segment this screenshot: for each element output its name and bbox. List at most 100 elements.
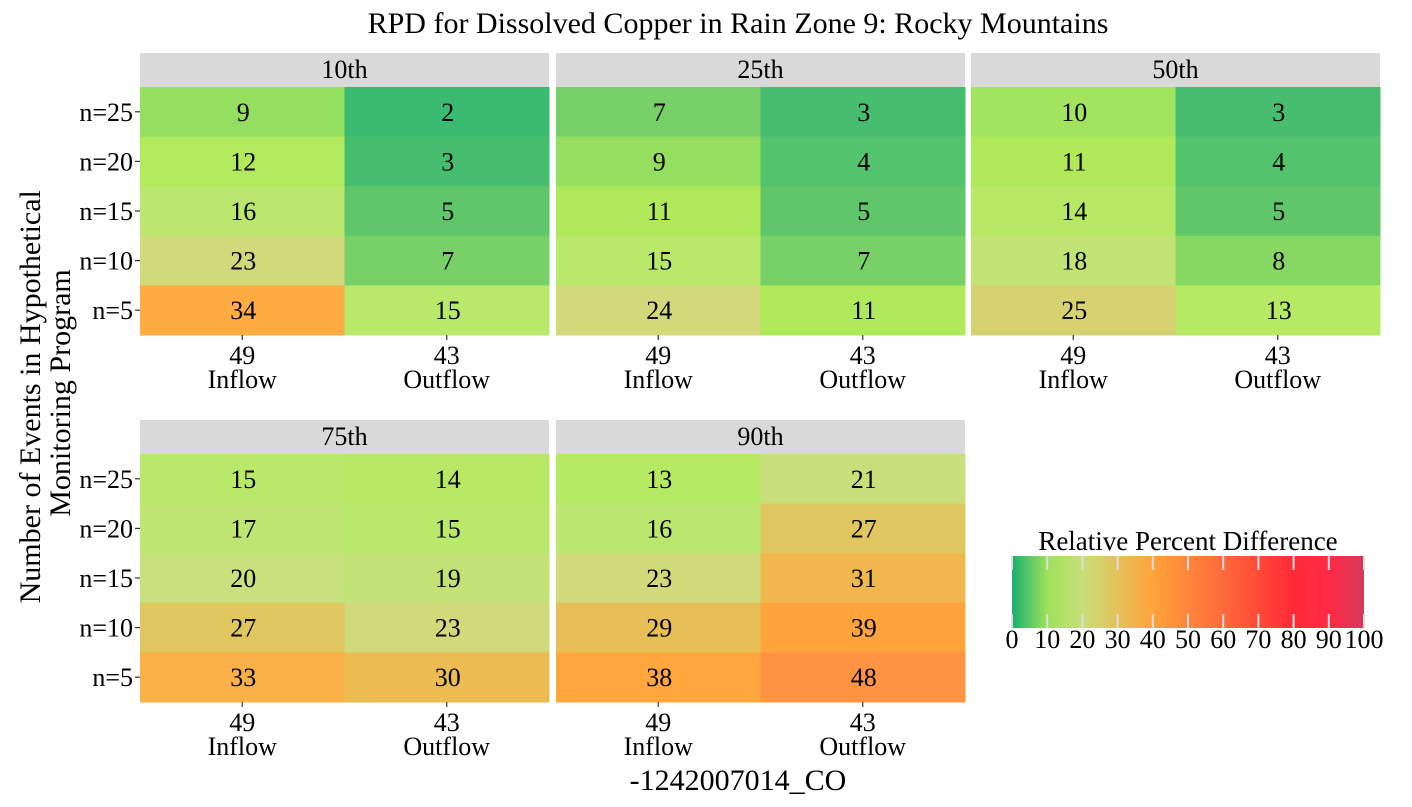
heatmap-cell xyxy=(140,186,345,237)
cell-value-label: 9 xyxy=(653,147,666,176)
heatmap-cell xyxy=(971,136,1176,187)
x-tick-count-label: 49 xyxy=(229,708,255,737)
cell-value-label: 11 xyxy=(851,296,876,325)
facet-panel-10th: 10th 9 2 12 3 16 5 23 7 34 15 n=25 n=20 n=15 n=10 n=5 49… xyxy=(79,53,550,394)
heatmap-cell xyxy=(140,87,345,138)
cell-value-label: 15 xyxy=(230,465,256,494)
x-tick-name-label: Outflow xyxy=(403,732,490,761)
x-tick-name-label: Outflow xyxy=(819,365,906,394)
cell-value-label: 13 xyxy=(646,465,672,494)
heatmap-cell xyxy=(556,186,761,237)
legend-tick-label: 80 xyxy=(1281,625,1307,654)
heatmap-cell xyxy=(760,87,966,138)
x-tick-count-label: 49 xyxy=(229,341,255,370)
cell-value-label: 7 xyxy=(857,247,870,276)
x-tick-name-label: Outflow xyxy=(403,365,490,394)
heatmap-cell xyxy=(344,87,550,138)
cell-value-label: 14 xyxy=(435,465,461,494)
x-tick-name-label: Outflow xyxy=(819,732,906,761)
x-tick-name-label: Inflow xyxy=(624,732,694,761)
heatmap-cell xyxy=(140,652,345,703)
y-tick-label: n=20 xyxy=(79,147,133,176)
heatmap-cell xyxy=(556,652,761,703)
cell-value-label: 19 xyxy=(435,564,461,593)
heatmap-cell xyxy=(344,553,550,604)
cell-value-label: 27 xyxy=(851,514,877,543)
heatmap-cell xyxy=(344,285,550,336)
x-axis-label: -1242007014_CO xyxy=(630,764,847,797)
cell-value-label: 9 xyxy=(237,98,250,127)
cell-value-label: 31 xyxy=(851,564,877,593)
heatmap-cell xyxy=(971,285,1176,336)
cell-value-label: 5 xyxy=(857,197,870,226)
x-tick-count-label: 43 xyxy=(434,708,460,737)
heatmap-cell xyxy=(1175,136,1381,187)
heatmap-cell xyxy=(344,186,550,237)
heatmap-cell xyxy=(556,553,761,604)
heatmap-cell xyxy=(140,454,345,505)
heatmap-cell xyxy=(140,235,345,286)
y-axis-label-line-2: Monitoring Program xyxy=(44,269,77,517)
cell-value-label: 34 xyxy=(230,296,256,325)
cell-value-label: 12 xyxy=(230,147,256,176)
x-tick-name-label: Outflow xyxy=(1234,365,1321,394)
legend-title: Relative Percent Difference xyxy=(1038,526,1337,556)
cell-value-label: 33 xyxy=(230,663,256,692)
heatmap-cell xyxy=(1175,285,1381,336)
cell-value-label: 4 xyxy=(857,147,870,176)
cell-value-label: 39 xyxy=(851,614,877,643)
cell-value-label: 14 xyxy=(1061,197,1087,226)
heatmap-cell xyxy=(971,87,1176,138)
facet-panel-75th: 75th 15 14 17 15 20 19 27 23 33 30 n=25 n=20 n=15 n=10… xyxy=(79,420,550,761)
x-tick-count-label: 43 xyxy=(850,708,876,737)
cell-value-label: 48 xyxy=(851,663,877,692)
cell-value-label: 11 xyxy=(647,197,672,226)
y-tick-label: n=20 xyxy=(79,514,133,543)
facet-strip xyxy=(971,53,1380,87)
cell-value-label: 30 xyxy=(435,663,461,692)
x-tick-name-label: Inflow xyxy=(624,365,694,394)
cell-value-label: 23 xyxy=(230,247,256,276)
x-tick-count-label: 49 xyxy=(645,708,671,737)
legend-tick-label: 30 xyxy=(1105,625,1131,654)
heatmap-cell xyxy=(1175,235,1381,286)
cell-value-label: 3 xyxy=(441,147,454,176)
heatmap-cell xyxy=(140,136,345,187)
heatmap-cell xyxy=(760,652,966,703)
heatmap-cell xyxy=(760,602,966,653)
y-axis-label-line-1: Number of Events in Hypothetical xyxy=(14,190,47,603)
heatmap-cell xyxy=(344,235,550,286)
cell-value-label: 16 xyxy=(230,197,256,226)
heatmap-cell xyxy=(556,136,761,187)
heatmap-cell xyxy=(556,87,761,138)
legend-tick-label: 100 xyxy=(1345,625,1384,654)
x-tick-count-label: 43 xyxy=(1265,341,1291,370)
cell-value-label: 18 xyxy=(1061,247,1087,276)
heatmap-cell xyxy=(556,503,761,554)
facet-strip-label: 25th xyxy=(737,55,783,84)
heatmap-cell xyxy=(344,454,550,505)
cell-value-label: 3 xyxy=(1272,98,1285,127)
heatmap-cell xyxy=(760,285,966,336)
y-tick-label: n=15 xyxy=(79,564,133,593)
y-axis-label: Number of Events in Hypothetical Monitor… xyxy=(14,183,77,604)
heatmap-cell xyxy=(140,503,345,554)
cell-value-label: 10 xyxy=(1061,98,1087,127)
facet-strip-label: 90th xyxy=(737,422,783,451)
heatmap-cell xyxy=(760,186,966,237)
heatmap-cell xyxy=(760,553,966,604)
x-tick-count-label: 49 xyxy=(645,341,671,370)
legend-tick-label: 90 xyxy=(1316,625,1342,654)
heatmap-cell xyxy=(971,235,1176,286)
heatmap-cell xyxy=(556,602,761,653)
y-tick-label: n=5 xyxy=(92,296,133,325)
y-tick-label: n=10 xyxy=(79,614,133,643)
facet-strip xyxy=(140,53,549,87)
heatmap-cell xyxy=(760,454,966,505)
heatmap-cell xyxy=(344,652,550,703)
cell-value-label: 5 xyxy=(1272,197,1285,226)
heatmap-cell xyxy=(556,285,761,336)
